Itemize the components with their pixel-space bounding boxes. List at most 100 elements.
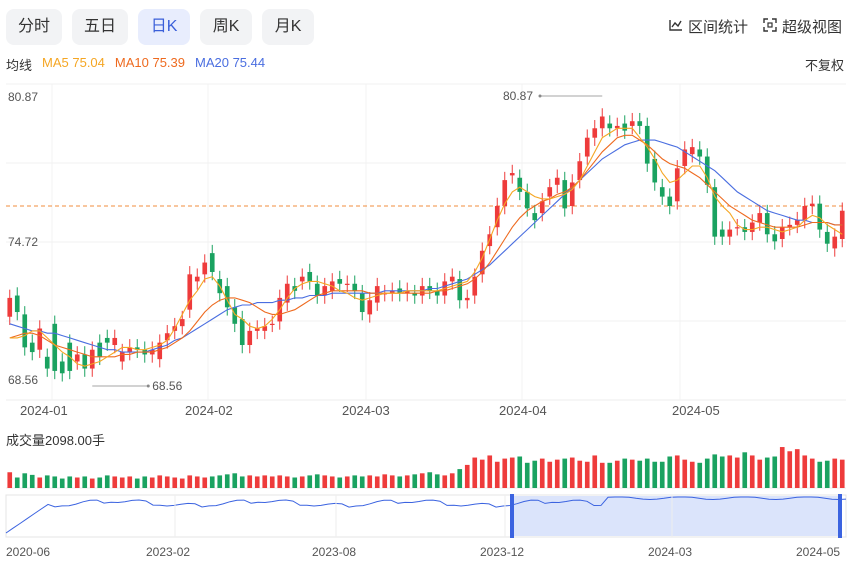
candle-body bbox=[554, 177, 560, 185]
candle-body bbox=[374, 286, 380, 303]
candle-body bbox=[449, 276, 455, 282]
candle-body bbox=[359, 293, 365, 313]
tab-daily-k[interactable]: 日K bbox=[138, 9, 191, 45]
candle-body bbox=[262, 326, 268, 331]
volume-bar bbox=[577, 460, 583, 488]
range-stats-icon bbox=[668, 17, 684, 37]
volume-bar bbox=[172, 477, 178, 488]
candle-body bbox=[599, 116, 605, 129]
tab-monthly-k[interactable]: 月K bbox=[262, 9, 315, 45]
volume-bar bbox=[704, 458, 710, 488]
volume-bar bbox=[562, 458, 568, 488]
volume-bar bbox=[292, 477, 298, 488]
navigator-x-tick-label: 2023-12 bbox=[480, 545, 524, 559]
candle-body bbox=[479, 250, 485, 275]
y-tick-label: 80.87 bbox=[8, 90, 38, 104]
volume-bar bbox=[97, 477, 103, 488]
volume-bar bbox=[794, 449, 800, 488]
volume-bar bbox=[149, 477, 155, 488]
volume-bar bbox=[307, 475, 313, 488]
volume-bar bbox=[779, 447, 785, 488]
volume-bar bbox=[554, 459, 560, 488]
super-view-button[interactable]: 超级视图 bbox=[762, 16, 842, 37]
adjust-selector[interactable]: 不复权 bbox=[804, 58, 844, 73]
period-tabs: 分时 五日 日K 周K 月K bbox=[6, 9, 315, 45]
min-annotation-dot bbox=[146, 384, 150, 388]
candle-body bbox=[29, 342, 35, 353]
candle-body bbox=[44, 356, 50, 369]
candle-body bbox=[157, 342, 163, 360]
ma5-legend: MA5 75.04 bbox=[42, 55, 105, 70]
candle-body bbox=[337, 279, 343, 284]
volume-bar bbox=[374, 476, 380, 488]
min-annotation-label: 68.56 bbox=[152, 379, 182, 393]
volume-bar bbox=[359, 476, 365, 488]
candle-body bbox=[472, 276, 478, 296]
candle-body bbox=[614, 125, 620, 129]
candle-body bbox=[412, 293, 418, 296]
candle-body bbox=[817, 203, 823, 230]
candle-body bbox=[104, 337, 110, 343]
volume-bar bbox=[382, 474, 388, 488]
volume-bar bbox=[232, 473, 238, 488]
volume-bar bbox=[397, 476, 403, 488]
volume-bar bbox=[104, 475, 110, 488]
volume-bar bbox=[254, 476, 260, 488]
candle-body bbox=[404, 290, 410, 294]
volume-bar bbox=[802, 455, 808, 488]
volume-bar bbox=[179, 478, 185, 488]
candle-body bbox=[757, 213, 763, 223]
navigator-line bbox=[5, 496, 847, 534]
volume-bar bbox=[89, 478, 95, 488]
volume-bar bbox=[59, 478, 65, 488]
tab-intraday[interactable]: 分时 bbox=[6, 9, 63, 45]
volume-bar bbox=[37, 477, 43, 488]
volume-bar bbox=[217, 475, 223, 488]
volume-bar bbox=[337, 477, 343, 488]
volume-bar bbox=[247, 475, 253, 488]
volume-bar bbox=[637, 460, 643, 488]
tab-five-day[interactable]: 五日 bbox=[72, 9, 129, 45]
volume-bar bbox=[314, 474, 320, 488]
candle-body bbox=[187, 274, 193, 310]
navigator-right-handle[interactable] bbox=[838, 494, 842, 538]
volume-bar bbox=[194, 476, 200, 488]
volume-bar bbox=[509, 457, 515, 488]
candle-body bbox=[97, 342, 103, 357]
candle-body bbox=[239, 319, 245, 346]
candle-body bbox=[314, 283, 320, 296]
candle-body bbox=[539, 201, 545, 214]
volume-bar bbox=[44, 475, 50, 488]
volume-bar bbox=[119, 477, 125, 488]
candle-body bbox=[352, 283, 358, 291]
volume-bar bbox=[202, 477, 208, 488]
volume-bar bbox=[224, 474, 230, 488]
candle-body bbox=[52, 323, 58, 371]
volume-bar bbox=[622, 458, 628, 488]
candle-body bbox=[794, 220, 800, 225]
candle-body bbox=[607, 123, 613, 129]
volume-bar bbox=[239, 476, 245, 488]
volume-bar bbox=[614, 460, 620, 488]
candle-body bbox=[269, 323, 275, 326]
volume-bar bbox=[269, 476, 275, 488]
volume-bar bbox=[772, 456, 778, 488]
candle-body bbox=[824, 231, 830, 244]
volume-bar bbox=[209, 476, 215, 488]
volume-bar bbox=[299, 476, 305, 488]
range-stats-button[interactable]: 区间统计 bbox=[668, 16, 748, 37]
navigator-x-tick-label: 2024-05 bbox=[796, 545, 840, 559]
volume-bar bbox=[524, 462, 530, 488]
candle-body bbox=[764, 213, 770, 235]
max-annotation-dot bbox=[538, 94, 542, 98]
candle-body bbox=[389, 290, 395, 294]
volume-bar bbox=[494, 461, 500, 488]
candle-body bbox=[697, 149, 703, 157]
volume-label: 成交量2098.00手 bbox=[6, 433, 105, 448]
candle-body bbox=[284, 283, 290, 303]
navigator-left-handle[interactable] bbox=[510, 494, 514, 538]
candle-body bbox=[584, 137, 590, 157]
candle-body bbox=[7, 297, 13, 317]
tab-weekly-k[interactable]: 周K bbox=[200, 9, 253, 45]
